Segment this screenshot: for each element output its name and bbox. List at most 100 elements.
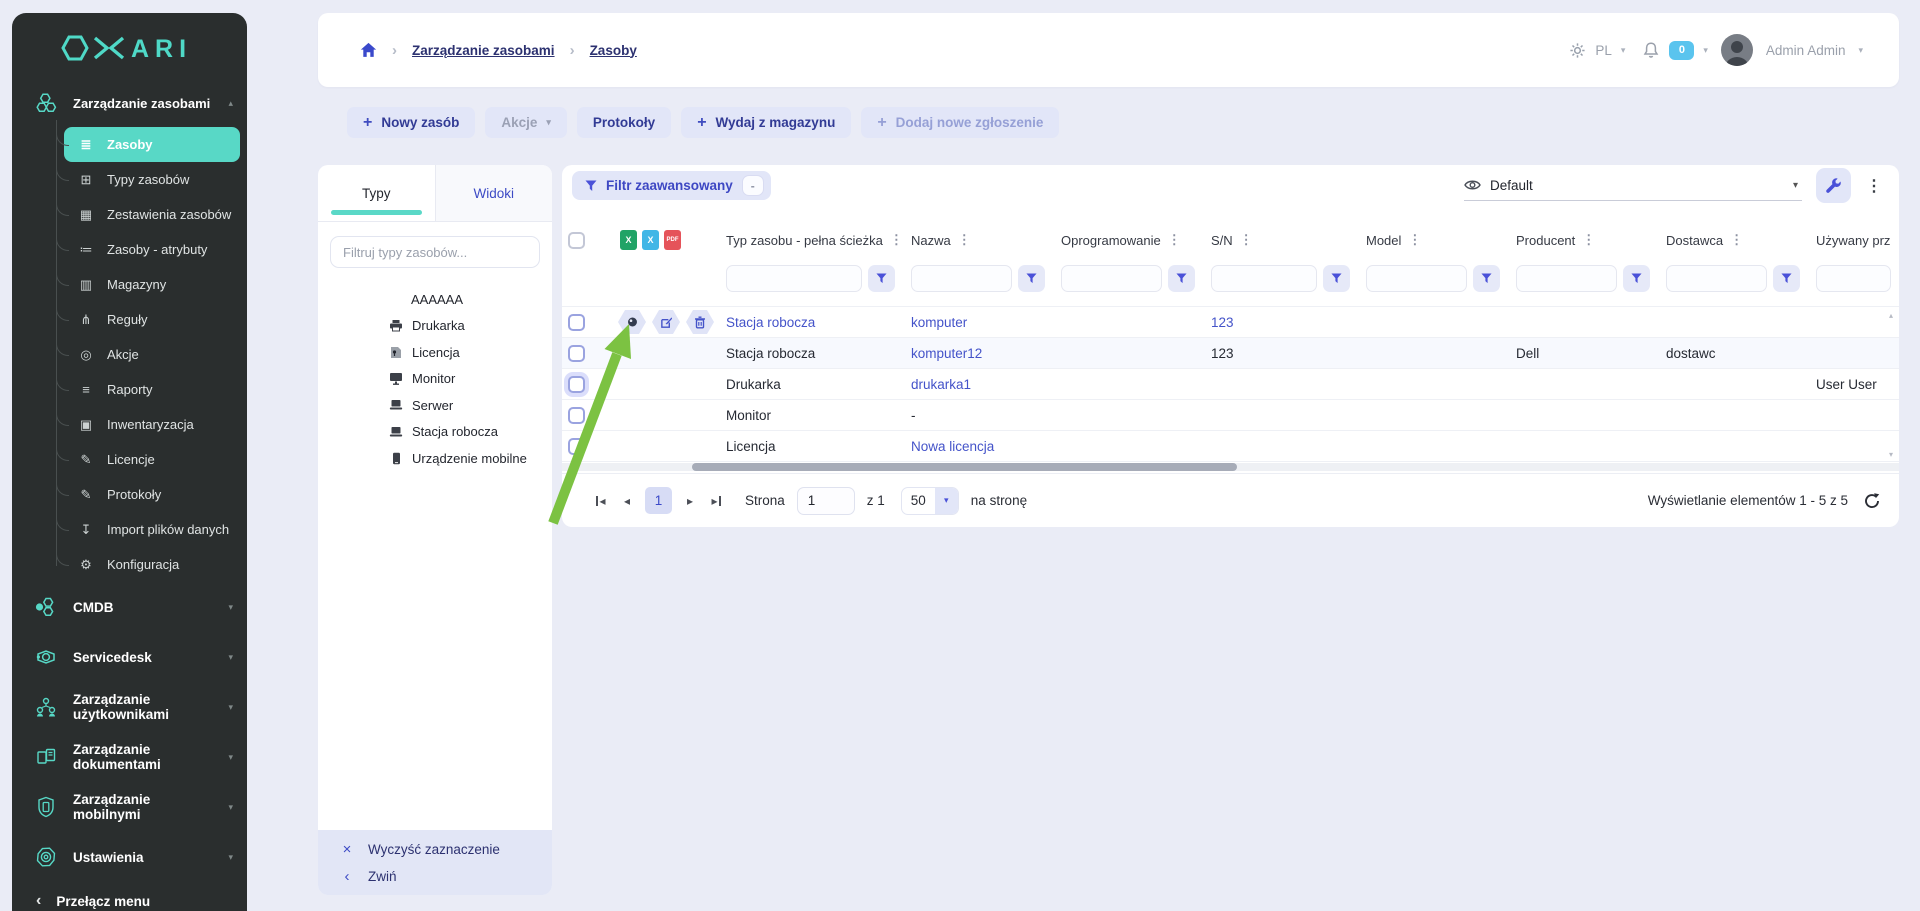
type-filter-input[interactable]	[330, 236, 540, 268]
tree-item-drukarka[interactable]: Drukarka	[318, 313, 552, 340]
filter-button[interactable]	[1323, 264, 1350, 292]
sidebar-item-konfiguracja[interactable]: ⚙ Konfiguracja	[56, 540, 240, 582]
advanced-filter-button[interactable]: Filtr zaawansowany -	[572, 171, 771, 200]
oxari-logo[interactable]: ARI	[12, 13, 247, 83]
tree-item-licencja[interactable]: Licencja	[318, 339, 552, 366]
sidebar-item-mobile-management[interactable]: Zarządzanie mobilnymi ▾	[12, 782, 247, 832]
last-page-button[interactable]: ▸	[703, 494, 729, 508]
row-checkbox[interactable]	[568, 313, 585, 331]
view-button[interactable]	[618, 310, 646, 334]
page-number-input[interactable]	[796, 486, 855, 515]
column-menu-icon[interactable]: ⋮	[1239, 232, 1253, 247]
breadcrumb-zasoby[interactable]: Zasoby	[589, 42, 637, 58]
column-header-supplier[interactable]: Dostawca ⋮	[1658, 232, 1808, 248]
filter-input-model[interactable]	[1366, 264, 1467, 292]
chevron-down-icon[interactable]: ▾	[1620, 44, 1626, 55]
table-row[interactable]: Stacja robocza komputer12 123 Dell dosta…	[562, 338, 1899, 369]
filter-button[interactable]	[1168, 264, 1195, 292]
tab-widoki[interactable]: Widoki	[434, 165, 552, 221]
horizontal-scrollbar-thumb[interactable]	[692, 463, 1237, 471]
sidebar-item-cmdb[interactable]: CMDB ▾	[12, 582, 247, 632]
asset-name-link[interactable]: Nowa licencja	[911, 438, 995, 454]
export-xlsx-icon[interactable]: X	[642, 230, 659, 250]
sidebar-item-reguly[interactable]: ⋔ Reguły	[56, 295, 240, 337]
bell-icon[interactable]	[1642, 41, 1660, 60]
table-row[interactable]: Drukarka drukarka1 User User	[562, 369, 1899, 400]
filter-button[interactable]	[1018, 264, 1045, 292]
scroll-down-icon[interactable]: ▾	[1888, 450, 1893, 459]
sidebar-item-inwentaryzacja[interactable]: ▣ Inwentaryzacja	[56, 400, 240, 442]
next-page-button[interactable]: ▸	[677, 494, 703, 508]
vertical-scrollbar[interactable]: ▴ ▾	[1885, 311, 1897, 459]
sidebar-item-servicedesk[interactable]: Servicedesk ▾	[12, 632, 247, 682]
column-header-software[interactable]: Oprogramowanie ⋮	[1053, 232, 1203, 248]
add-ticket-button[interactable]: + Dodaj nowe zgłoszenie	[861, 107, 1060, 138]
sidebar-item-zasoby-atrybuty[interactable]: ≔ Zasoby - atrybuty	[56, 225, 240, 267]
filter-input-producer[interactable]	[1516, 264, 1617, 292]
row-checkbox[interactable]	[568, 406, 585, 424]
sidebar-toggle-menu[interactable]: ‹ Przełącz menu	[12, 885, 150, 911]
filter-input-type[interactable]	[726, 264, 862, 292]
filter-input-software[interactable]	[1061, 264, 1162, 292]
column-header-producer[interactable]: Producent ⋮	[1508, 232, 1658, 248]
language-selector[interactable]: PL	[1595, 42, 1612, 58]
grid-settings-button[interactable]	[1816, 168, 1851, 203]
prev-page-button[interactable]: ◂	[614, 494, 640, 508]
table-row[interactable]: Monitor -	[562, 400, 1899, 431]
gear-icon[interactable]	[1569, 42, 1586, 59]
tree-item-stacja-robocza[interactable]: Stacja robocza	[318, 419, 552, 446]
column-menu-icon[interactable]: ⋮	[889, 232, 903, 247]
filter-input-supplier[interactable]	[1666, 264, 1767, 292]
tree-item-urzadzenie-mobilne[interactable]: Urządzenie mobilne	[318, 445, 552, 472]
export-xls-icon[interactable]: X	[620, 230, 637, 250]
table-row[interactable]: Stacja robocza komputer 123	[562, 307, 1899, 338]
filter-button[interactable]	[868, 264, 895, 292]
issue-from-warehouse-button[interactable]: + Wydaj z magazynu	[681, 107, 852, 138]
sidebar-item-zasoby[interactable]: ≣ Zasoby	[56, 120, 240, 162]
tree-item-serwer[interactable]: Serwer	[318, 392, 552, 419]
sidebar-item-akcje[interactable]: ◎ Akcje	[56, 330, 240, 372]
avatar[interactable]	[1720, 34, 1753, 66]
first-page-button[interactable]: ◂	[588, 494, 614, 508]
column-header-name[interactable]: Nazwa ⋮	[903, 232, 1053, 248]
sidebar-item-typy-zasobow[interactable]: ⊞ Typy zasobów	[56, 155, 240, 197]
breadcrumb-asset-management[interactable]: Zarządzanie zasobami	[412, 42, 555, 58]
column-header-type[interactable]: Typ zasobu - pełna ścieżka ⋮	[718, 232, 903, 248]
filter-input-name[interactable]	[911, 264, 1012, 292]
view-selector[interactable]: Default ▾	[1464, 171, 1802, 201]
row-checkbox[interactable]	[568, 437, 585, 455]
tree-item-aaaaaa[interactable]: AAAAAA	[318, 286, 552, 313]
sidebar-item-import-plikow[interactable]: ↧ Import plików danych	[56, 505, 240, 547]
page-size-select[interactable]: 50 ▾	[900, 486, 959, 515]
sidebar-item-raporty[interactable]: ≡ Raporty	[56, 365, 240, 407]
asset-name-link[interactable]: komputer	[911, 314, 968, 330]
user-name[interactable]: Admin Admin	[1765, 42, 1846, 58]
asset-type-link[interactable]: Stacja robocza	[726, 314, 816, 330]
sidebar-item-document-management[interactable]: Zarządzanie dokumentami ▾	[12, 732, 247, 782]
sidebar-item-zestawienia-zasobow[interactable]: ▦ Zestawienia zasobów	[56, 190, 240, 232]
filter-button[interactable]	[1473, 264, 1500, 292]
row-checkbox[interactable]	[568, 344, 585, 362]
filter-input-sn[interactable]	[1211, 264, 1317, 292]
column-menu-icon[interactable]: ⋮	[1167, 232, 1181, 247]
collapse-button[interactable]: ‹ Zwiń	[318, 863, 552, 890]
scroll-up-icon[interactable]: ▴	[1888, 311, 1893, 320]
select-all-checkbox[interactable]	[568, 231, 585, 249]
chevron-down-icon[interactable]: ▾	[1703, 44, 1708, 55]
protocols-button[interactable]: Protokoły	[576, 107, 672, 138]
column-menu-icon[interactable]: ⋮	[1582, 232, 1596, 247]
grid-menu-button[interactable]: ⋮	[1863, 176, 1885, 196]
tab-typy[interactable]: Typy	[318, 165, 435, 221]
row-checkbox[interactable]	[568, 375, 585, 393]
sidebar-item-protokoly[interactable]: ✎ Protokoły	[56, 470, 240, 512]
delete-button[interactable]	[686, 310, 714, 334]
filter-input-used-by[interactable]	[1816, 264, 1891, 292]
clear-selection-button[interactable]: × Wyczyść zaznaczenie	[318, 836, 552, 863]
filter-button[interactable]	[1773, 264, 1800, 292]
current-page-button[interactable]: 1	[645, 487, 672, 514]
column-menu-icon[interactable]: ⋮	[1730, 232, 1744, 247]
column-header-model[interactable]: Model ⋮	[1358, 232, 1508, 248]
export-pdf-icon[interactable]: PDF	[664, 230, 681, 250]
asset-name-link[interactable]: drukarka1	[911, 376, 972, 392]
sidebar-section-asset-management[interactable]: Zarządzanie zasobami ▴	[12, 83, 247, 123]
